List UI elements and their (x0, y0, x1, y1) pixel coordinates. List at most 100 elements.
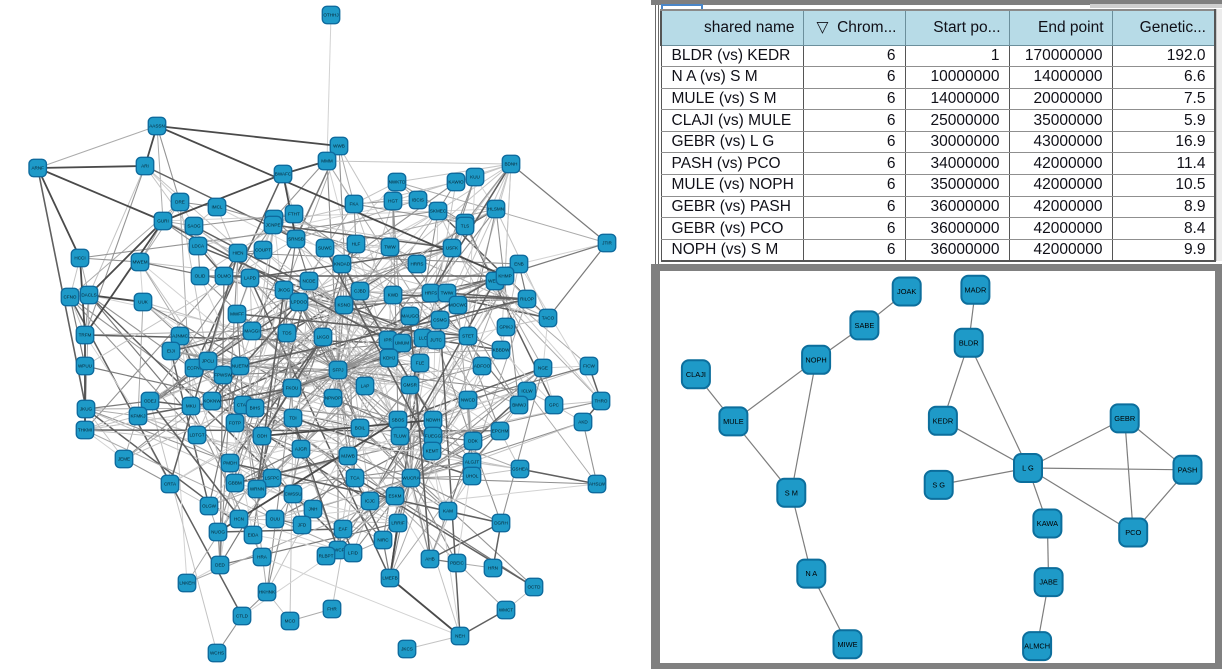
svg-text:EIDA: EIDA (248, 533, 260, 538)
svg-text:OLID: OLID (195, 274, 206, 279)
svg-text:PMDH: PMDH (223, 461, 237, 466)
svg-text:CRTA: CRTA (164, 482, 177, 487)
svg-text:DRE: DRE (175, 200, 185, 205)
svg-text:AJNMC: AJNMC (172, 334, 189, 339)
svg-text:HRRS: HRRS (410, 262, 423, 267)
svg-text:HRFS: HRFS (425, 291, 438, 296)
svg-text:RILOP: RILOP (520, 297, 534, 302)
svg-text:MADR: MADR (965, 285, 987, 294)
svg-text:WRNN: WRNN (250, 487, 264, 492)
svg-text:GBBM: GBBM (228, 481, 242, 486)
svg-text:SRNSB: SRNSB (288, 237, 304, 242)
svg-text:DGRH: DGRH (494, 521, 508, 526)
svg-text:WMCT: WMCT (499, 608, 513, 613)
svg-text:JUTC: JUTC (430, 338, 442, 343)
svg-text:SFPJ: SFPJ (332, 368, 343, 373)
svg-text:KAWIO: KAWIO (448, 180, 464, 185)
svg-text:ADFOO: ADFOO (474, 364, 491, 369)
svg-text:MIWE: MIWE (837, 640, 857, 649)
svg-text:FHR: FHR (327, 607, 337, 612)
svg-text:FTHT: FTHT (288, 212, 300, 217)
svg-text:BOIL: BOIL (355, 426, 366, 431)
svg-text:STET: STET (462, 334, 474, 339)
svg-text:KUU: KUU (470, 175, 480, 180)
svg-text:CTLD: CTLD (236, 614, 249, 619)
svg-text:LMEFB: LMEFB (382, 576, 397, 581)
svg-text:ODEJ: ODEJ (144, 399, 156, 404)
svg-text:KOKNW: KOKNW (203, 399, 221, 404)
svg-text:IMCL: IMCL (212, 205, 223, 210)
svg-text:MOCWC: MOCWC (449, 303, 468, 308)
svg-text:EIJI: EIJI (167, 349, 175, 354)
svg-text:MWFF: MWFF (230, 312, 244, 317)
svg-text:HRN: HRN (488, 566, 498, 571)
svg-text:KWD: KWD (388, 293, 399, 298)
svg-text:IPR: IPR (384, 338, 392, 343)
svg-text:EAF: EAF (339, 527, 348, 532)
svg-text:ODH: ODH (257, 434, 267, 439)
svg-text:GPIKJ: GPIKJ (499, 325, 512, 330)
svg-text:JTIR: JTIR (602, 241, 612, 246)
svg-text:NWCD: NWCD (461, 398, 476, 403)
svg-text:KEDR: KEDR (933, 416, 954, 425)
svg-text:CTAH: CTAH (237, 403, 249, 408)
svg-text:TCA: TCA (350, 476, 360, 481)
svg-text:UHOL: UHOL (466, 474, 479, 479)
svg-text:OLMO: OLMO (217, 274, 231, 279)
svg-text:NPNOP: NPNOP (325, 396, 341, 401)
svg-text:ESKM: ESKM (388, 494, 401, 499)
svg-text:HLF: HLF (352, 242, 361, 247)
svg-text:FKOU: FKOU (286, 386, 299, 391)
svg-text:GMSR: GMSR (403, 383, 417, 388)
svg-text:GSHEA: GSHEA (512, 467, 529, 472)
svg-text:KDHJ: KDHJ (383, 356, 395, 361)
svg-text:WWB: WWB (333, 144, 345, 149)
svg-text:NDWH: NDWH (426, 418, 440, 423)
svg-text:LFID: LFID (348, 551, 359, 556)
svg-text:COUPT: COUPT (255, 248, 271, 253)
svg-text:LLO: LLO (419, 336, 428, 341)
svg-text:HCN: HCN (234, 517, 244, 522)
svg-text:AASSN: AASSN (149, 124, 165, 129)
svg-text:LAPD: LAPD (244, 276, 257, 281)
svg-text:EPCHM: EPCHM (492, 429, 509, 434)
svg-text:FPWSW: FPWSW (214, 373, 232, 378)
svg-text:NGE: NGE (538, 366, 548, 371)
svg-text:ALGJT: ALGJT (465, 460, 479, 465)
svg-text:LNKEH: LNKEH (179, 581, 194, 586)
svg-text:ECFNI: ECFNI (187, 366, 201, 371)
svg-text:UMUM: UMUM (395, 341, 409, 346)
svg-text:FLE: FLE (416, 361, 424, 366)
svg-text:MWEM: MWEM (132, 260, 147, 265)
svg-text:TDI: TDI (289, 416, 296, 421)
svg-text:JKUG: JKUG (80, 407, 93, 412)
svg-text:LPDOO: LPDOO (291, 300, 308, 305)
svg-text:MAGGI: MAGGI (244, 329, 259, 334)
svg-text:BLDR: BLDR (959, 338, 979, 347)
svg-text:KSNO: KSNO (337, 303, 350, 308)
svg-text:LDTGT: LDTGT (189, 433, 204, 438)
svg-text:JKOG: JKOG (278, 288, 291, 293)
svg-text:BWAFC: BWAFC (275, 172, 292, 177)
svg-text:ALMCH: ALMCH (1024, 642, 1050, 651)
svg-text:OLGW: OLGW (202, 504, 217, 509)
svg-text:ARNF: ARNF (31, 166, 44, 171)
svg-text:AKD: AKD (578, 420, 588, 425)
svg-text:BMWJ: BMWJ (512, 403, 526, 408)
svg-text:LRRIF: LRRIF (391, 521, 404, 526)
svg-text:LKGO: LKGO (317, 335, 330, 340)
svg-text:TLUW: TLUW (393, 434, 407, 439)
svg-text:NOPH: NOPH (805, 355, 826, 364)
svg-text:SKMEC: SKMEC (430, 209, 447, 214)
svg-text:ARI: ARI (141, 164, 149, 169)
svg-text:JFD: JFD (298, 523, 307, 528)
svg-text:NUETM: NUETM (232, 364, 249, 369)
svg-text:AHB: AHB (425, 557, 434, 562)
svg-text:LDCA: LDCA (192, 244, 205, 249)
svg-text:ENB: ENB (514, 262, 523, 267)
svg-text:N A: N A (805, 569, 817, 578)
svg-text:SBOS: SBOS (392, 418, 405, 423)
svg-text:TWIW: TWIW (441, 291, 454, 296)
svg-text:SUWC: SUWC (318, 246, 333, 251)
svg-text:JEME: JEME (118, 457, 130, 462)
